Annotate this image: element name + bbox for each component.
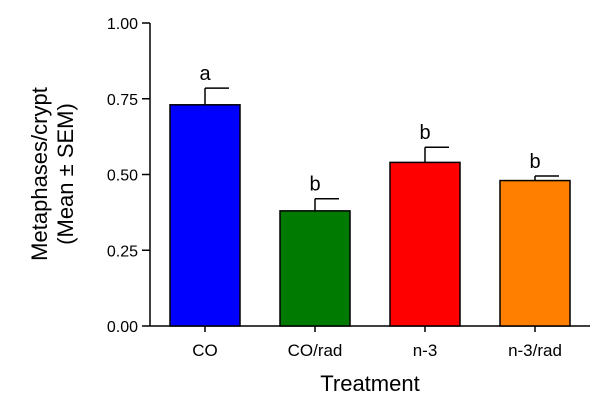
x-axis-title: Treatment bbox=[320, 371, 419, 393]
bars: a b b b bbox=[169, 63, 571, 327]
y-axis-title-line2: (Mean ± SEM) bbox=[53, 103, 78, 245]
category-label: CO bbox=[192, 341, 218, 360]
significance-label: b bbox=[309, 174, 320, 196]
bar-n-3-rad bbox=[499, 179, 571, 327]
y-tick-label: 0.75 bbox=[107, 92, 138, 109]
bar-co-rad bbox=[279, 210, 351, 327]
y-tick-label: 0.50 bbox=[107, 168, 138, 185]
bar-n-3 bbox=[389, 161, 461, 327]
category-label: n-3/rad bbox=[508, 341, 562, 360]
bar-co bbox=[169, 104, 241, 327]
significance-label: b bbox=[419, 122, 430, 144]
significance-label: b bbox=[529, 151, 540, 173]
y-axis: 0.00 0.25 0.50 0.75 1.00 bbox=[107, 16, 151, 336]
significance-label: a bbox=[199, 63, 211, 85]
x-axis: CO CO/rad n-3 n-3/rad bbox=[150, 325, 590, 360]
y-tick-label: 0.00 bbox=[107, 319, 138, 336]
category-label: n-3 bbox=[413, 341, 438, 360]
y-tick-label: 1.00 bbox=[107, 16, 138, 33]
category-label: CO/rad bbox=[288, 341, 343, 360]
y-tick-label: 0.25 bbox=[107, 243, 138, 260]
y-axis-title-line1: Metaphases/crypt bbox=[27, 87, 52, 261]
